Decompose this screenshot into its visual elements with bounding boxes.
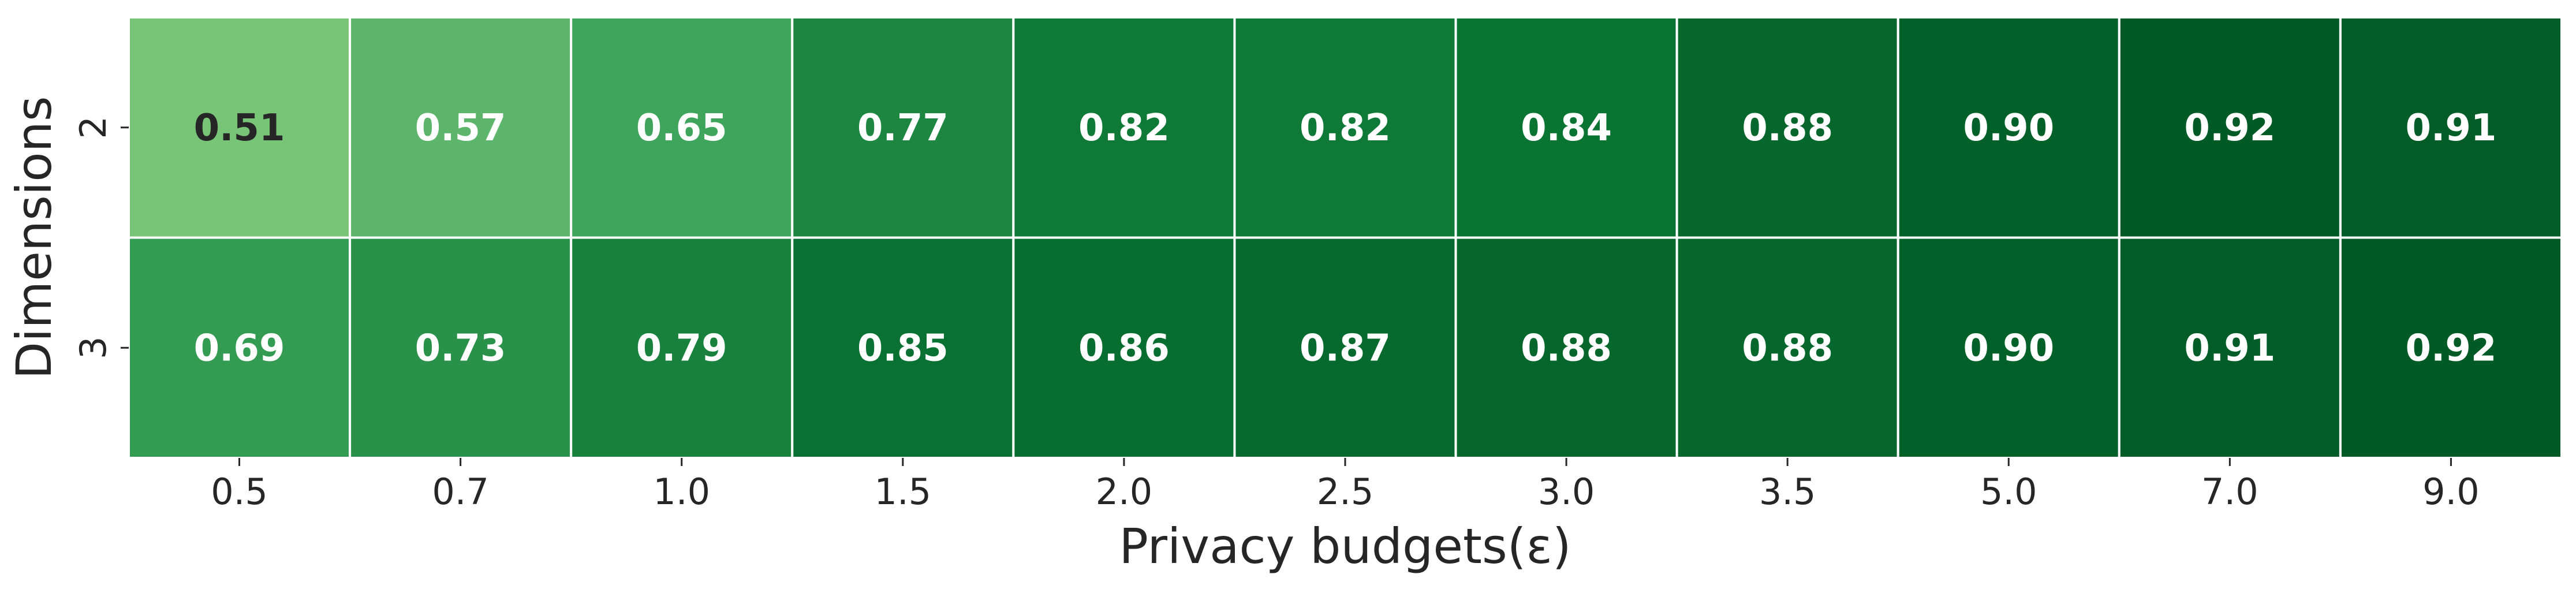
heatmap-cell-value: 0.92 (2184, 107, 2275, 150)
heatmap-cell (349, 16, 573, 239)
heatmap-cells (128, 16, 2563, 459)
y-tick-label: 2 (72, 116, 114, 139)
heatmap-cell-value: 0.85 (857, 327, 949, 370)
x-tick-label: 2.0 (1096, 471, 1153, 513)
heatmap-cell-value: 0.82 (1078, 107, 1170, 150)
heatmap-cell-value: 0.69 (194, 327, 285, 370)
heatmap-cell (2118, 236, 2342, 459)
heatmap-cell-value: 0.86 (1078, 327, 1170, 370)
heatmap-cell (2339, 236, 2563, 459)
heatmap-cell-value: 0.51 (194, 107, 285, 150)
x-axis-ticks: 0.5 0.7 1.0 1.5 2.0 2.5 3.0 3.5 5.0 7.0 9.0 (211, 458, 2480, 513)
heatmap-cell-value: 0.88 (1521, 327, 1612, 370)
heatmap-cell (1675, 16, 1899, 239)
heatmap-cell (2339, 16, 2563, 239)
x-tick-label: 3.0 (1538, 471, 1595, 513)
y-axis-title: Dimensions (6, 96, 62, 379)
heatmap-cell-value: 0.82 (1300, 107, 1391, 150)
y-tick-label: 3 (72, 337, 114, 359)
heatmap-cell (791, 236, 1015, 459)
heatmap-cell-value: 0.65 (636, 107, 727, 150)
x-tick-label: 7.0 (2201, 471, 2258, 513)
heatmap-cell-value: 0.92 (2406, 327, 2497, 370)
y-axis-ticks: 23 (72, 116, 129, 359)
heatmap-cell (1896, 236, 2120, 459)
heatmap-cell-value: 0.91 (2406, 107, 2497, 150)
x-tick-label: 2.5 (1317, 471, 1374, 513)
x-tick-label: 5.0 (1980, 471, 2037, 513)
heatmap-cell-value: 0.87 (1300, 327, 1391, 370)
heatmap-cell-value: 0.90 (1963, 327, 2054, 370)
heatmap-cell (1012, 16, 1236, 239)
x-tick-label: 0.5 (211, 471, 268, 513)
heatmap-cell (1233, 236, 1457, 459)
heatmap-cell-value: 0.88 (1742, 107, 1833, 150)
heatmap-cell-value: 0.91 (2184, 327, 2275, 370)
heatmap-cell (1233, 16, 1457, 239)
heatmap-value-labels: 0.51 0.57 0.65 0.77 0.82 0.82 0.84 0.88 0.90 0.92… (194, 107, 2497, 370)
heatmap-cell-value: 0.90 (1963, 107, 2054, 150)
x-tick-label: 9.0 (2422, 471, 2480, 513)
heatmap-cell-value: 0.88 (1742, 327, 1833, 370)
heatmap-cell (128, 236, 352, 459)
heatmap-cell-value: 0.57 (415, 107, 506, 150)
heatmap-cell-value: 0.79 (636, 327, 727, 370)
heatmap-cell (1012, 236, 1236, 459)
x-axis-title: Privacy budgets(ε) (1119, 518, 1571, 575)
heatmap-cell (1454, 236, 1678, 459)
x-tick-label: 1.0 (653, 471, 710, 513)
heatmap-cell-value: 0.73 (415, 327, 506, 370)
heatmap-cell (570, 236, 794, 459)
heatmap-cell (791, 16, 1015, 239)
x-tick-label: 0.7 (432, 471, 489, 513)
heatmap-cell-value: 0.84 (1521, 107, 1612, 150)
heatmap-cell (570, 16, 794, 239)
heatmap-cell (128, 16, 352, 239)
x-tick-label: 3.5 (1759, 471, 1816, 513)
heatmap-cell (1675, 236, 1899, 459)
heatmap-cell-value: 0.77 (857, 107, 949, 150)
heatmap-cell (349, 236, 573, 459)
x-tick-label: 1.5 (875, 471, 932, 513)
heatmap-cell (2118, 16, 2342, 239)
